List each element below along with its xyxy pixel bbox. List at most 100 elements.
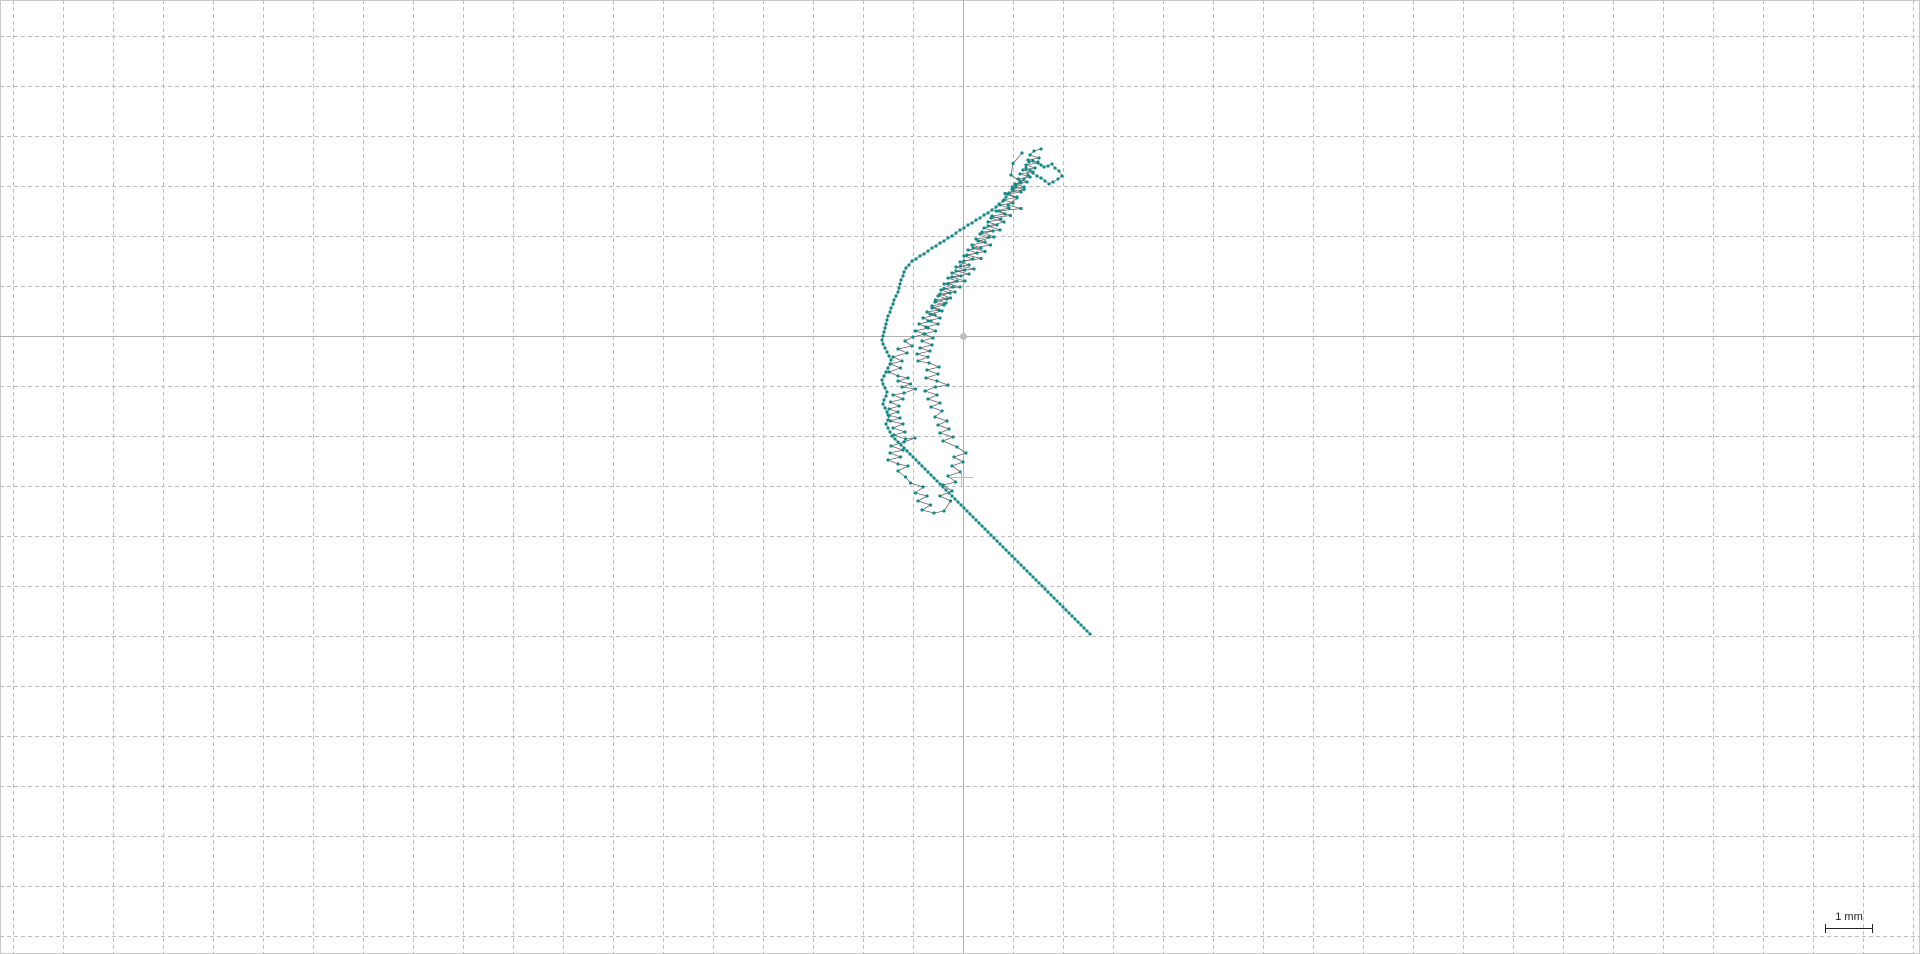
trajectory-point xyxy=(896,379,900,383)
trajectory-point xyxy=(928,349,932,353)
trajectory-link xyxy=(971,241,986,246)
trajectory-point xyxy=(1039,176,1043,180)
trajectory-point xyxy=(882,330,886,334)
trajectory-point xyxy=(911,455,915,459)
trajectory-point xyxy=(930,246,934,250)
trajectory-point xyxy=(883,326,887,330)
trajectory-point xyxy=(955,279,959,283)
trajectory-link xyxy=(917,500,931,506)
trajectory-point xyxy=(1006,203,1010,207)
trajectory-link xyxy=(890,398,904,403)
trajectory-link xyxy=(887,456,901,461)
trajectory-point xyxy=(891,426,895,430)
trajectory-point xyxy=(885,318,889,322)
trajectory-point xyxy=(1047,182,1051,186)
trajectory-point xyxy=(950,489,954,493)
trajectory-link xyxy=(916,353,929,358)
trajectory-point xyxy=(1033,166,1037,170)
trajectory-point xyxy=(947,491,951,495)
trajectory-point xyxy=(951,435,955,439)
trajectory-point xyxy=(982,226,986,230)
trajectory-link xyxy=(919,344,933,349)
trajectory-point xyxy=(935,393,939,397)
trajectory-point xyxy=(905,351,909,355)
trajectory-link xyxy=(897,380,911,385)
trajectory-link xyxy=(981,229,1001,233)
trajectory-point xyxy=(1046,164,1050,168)
trajectory-point xyxy=(938,401,942,405)
trajectory-link xyxy=(893,431,906,436)
trajectory-point xyxy=(947,427,951,431)
trajectory-point xyxy=(959,274,963,278)
trajectory-point xyxy=(1019,181,1023,185)
trajectory-point xyxy=(1003,191,1007,196)
trajectory-link xyxy=(1012,152,1023,164)
trajectory-point xyxy=(896,469,900,473)
trajectory-link xyxy=(917,356,929,362)
trajectory-point xyxy=(942,509,946,513)
trajectory-point xyxy=(952,455,956,459)
trajectory-point xyxy=(938,482,942,486)
trajectory-point xyxy=(1026,173,1030,177)
trajectory-point xyxy=(1002,220,1006,224)
trajectory-link xyxy=(998,208,1022,212)
trajectory-point xyxy=(898,366,903,370)
trajectory-point xyxy=(1061,605,1065,609)
trajectory-point xyxy=(959,503,963,507)
trajectory-link xyxy=(966,254,982,259)
trajectory-point xyxy=(968,512,972,516)
trajectory-point xyxy=(1008,213,1013,218)
trajectory-point xyxy=(898,282,902,286)
trajectory-point xyxy=(916,499,920,503)
trajectory-point xyxy=(1058,602,1062,606)
trajectory-point xyxy=(899,278,903,282)
trajectory-point xyxy=(905,449,909,453)
trajectory-point xyxy=(1024,166,1028,170)
trajectory-point xyxy=(904,266,908,270)
trajectory-point xyxy=(965,509,969,513)
scale-bar-line xyxy=(1825,928,1873,929)
trajectory-link xyxy=(1003,196,1018,201)
trajectory-point xyxy=(1039,163,1043,167)
trajectory-point xyxy=(962,506,966,510)
scale-bar: 1 mm xyxy=(1823,911,1875,933)
trajectory-point xyxy=(903,430,907,434)
trajectory-link xyxy=(929,310,943,315)
trajectory-point xyxy=(926,355,930,359)
trajectory-point xyxy=(983,240,987,244)
trajectory-point xyxy=(1070,614,1074,618)
trajectory-point xyxy=(902,440,906,444)
trajectory-point xyxy=(886,458,890,462)
trajectory-point xyxy=(896,347,900,351)
trajectory-point xyxy=(883,406,887,410)
trajectory-point xyxy=(958,228,962,232)
trajectory-point xyxy=(1055,599,1059,603)
trajectory-point xyxy=(1028,175,1032,179)
trajectory-point xyxy=(979,256,983,261)
trajectory-point xyxy=(933,415,937,419)
trajectory-link xyxy=(953,456,964,463)
scale-bar-label: 1 mm xyxy=(1835,911,1863,923)
trajectory-point xyxy=(997,209,1001,213)
trajectory-point xyxy=(884,322,888,326)
trajectory-point xyxy=(893,437,897,441)
trajectory-point xyxy=(966,248,970,252)
trajectory-point xyxy=(908,452,912,456)
trajectory-point xyxy=(887,407,891,411)
trajectory-point xyxy=(975,251,979,255)
trajectory-point xyxy=(948,291,952,295)
trajectory-point xyxy=(962,259,966,263)
trajectory-point xyxy=(917,322,921,326)
trajectory-point xyxy=(1022,177,1026,181)
trajectory-link xyxy=(892,423,904,429)
trajectory-point xyxy=(913,491,918,495)
trajectory-point xyxy=(986,224,990,228)
trajectory-point xyxy=(962,226,966,230)
trajectory-link xyxy=(917,360,930,364)
trajectory-point xyxy=(888,400,893,404)
trajectory-point xyxy=(902,446,906,450)
trajectory-point xyxy=(929,473,933,477)
trajectory-point xyxy=(903,339,907,343)
